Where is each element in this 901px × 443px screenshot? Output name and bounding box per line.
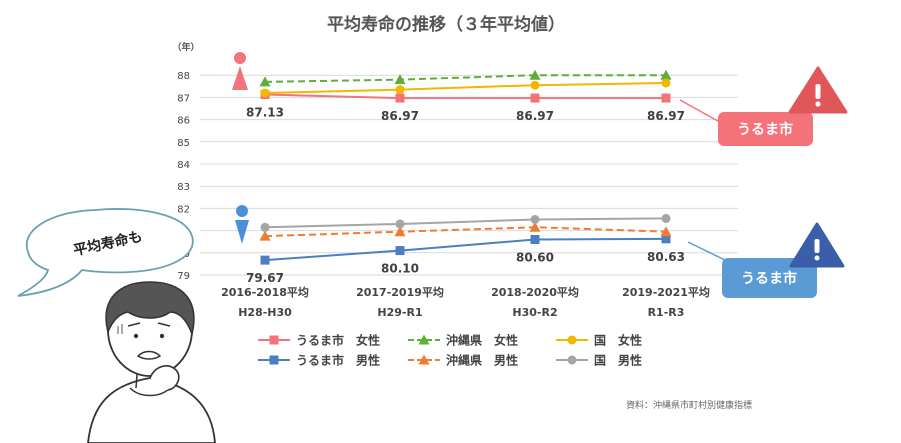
data-point: [395, 219, 405, 229]
legend-item: 国 女性: [556, 333, 642, 348]
legend-marker: [567, 335, 577, 345]
legend-marker: [269, 355, 279, 365]
series-5: [260, 213, 671, 232]
data-label: 86.97: [647, 109, 685, 123]
x-tick-label: H28-H30: [238, 306, 292, 319]
data-point: [260, 222, 270, 232]
legend-label: うるま市 女性: [296, 333, 380, 348]
series-line: [264, 81, 667, 94]
legend-item: うるま市 女性: [258, 333, 380, 348]
data-point: [260, 88, 270, 98]
series-3: [260, 234, 671, 265]
x-tick-label: R1-R3: [648, 306, 685, 319]
series-4: [259, 221, 672, 241]
series-line: [264, 74, 666, 83]
data-point: [660, 69, 672, 80]
data-point: [661, 234, 671, 244]
x-axis-ticks: 2016-2018平均 H28-H30 2017-2019平均 H29-R1 2018-…: [221, 285, 710, 319]
x-tick-label: 2017-2019平均: [356, 285, 444, 299]
data-point: [660, 226, 672, 237]
data-point: [530, 80, 540, 90]
data-point: [394, 226, 406, 237]
data-point: [661, 213, 671, 223]
data-point: [395, 85, 405, 95]
y-tick-label: 85: [177, 138, 190, 149]
data-label: 80.63: [647, 250, 685, 264]
data-point: [395, 93, 405, 103]
female-callout: うるま市: [679, 99, 813, 146]
x-tick-label: H30-R2: [512, 306, 557, 319]
series-line: [264, 226, 667, 238]
x-tick-label: 2018-2020平均: [491, 285, 579, 299]
data-label: 87.13: [246, 106, 284, 120]
series-line: [264, 217, 667, 229]
series-2: [260, 78, 671, 98]
legend-label: 国 男性: [594, 353, 642, 368]
y-tick-label: 86: [177, 116, 190, 127]
legend-item: うるま市 男性: [258, 353, 380, 368]
y-tick-label: 88: [177, 71, 190, 82]
data-point: [394, 74, 406, 85]
legend-item: 沖縄県 男性: [408, 353, 518, 368]
y-tick-label: 82: [177, 204, 190, 215]
data-point: [529, 221, 541, 232]
legend-item: 沖縄県 女性: [408, 333, 518, 348]
legend-marker: [567, 355, 577, 365]
source-note: 資料：沖縄県市町村別健康指標: [626, 399, 752, 411]
y-tick-label: 84: [177, 160, 190, 171]
legend-marker: [418, 354, 430, 365]
data-point: [529, 69, 541, 80]
x-tick-label: H29-R1: [377, 306, 422, 319]
data-point: [259, 230, 271, 241]
data-point: [530, 234, 540, 244]
series-line: [264, 237, 667, 262]
data-point: [530, 215, 540, 224]
series-lines: [259, 69, 672, 265]
data-point: [661, 93, 671, 103]
series-1: [259, 69, 672, 87]
female-symbol-icon: [232, 52, 248, 90]
series-line: [264, 93, 666, 100]
male-symbol-icon: [235, 205, 249, 244]
y-tick-label: 79: [177, 271, 190, 282]
x-tick-label: 2019-2021平均: [622, 285, 710, 299]
data-point: [661, 78, 671, 88]
data-label: 80.10: [381, 262, 419, 276]
male-callout-text: うるま市: [741, 270, 797, 287]
legend-marker: [269, 335, 279, 345]
legend-item: 国 男性: [556, 353, 642, 368]
data-label: 79.67: [246, 271, 284, 285]
data-point: [395, 246, 405, 256]
data-labels: 87.13 86.97 86.97 86.97 79.67 80.10 80.60 80.63: [246, 106, 685, 286]
y-tick-label: 87: [177, 93, 190, 104]
female-callout-text: うるま市: [737, 121, 793, 138]
legend-label: 国 女性: [594, 333, 642, 348]
warning-icon: [789, 222, 845, 268]
worried-person-icon: [87, 281, 216, 443]
speech-bubble: 平均寿命も: [17, 208, 194, 297]
data-point: [259, 76, 271, 87]
data-point: [260, 255, 270, 265]
data-label: 86.97: [516, 109, 554, 123]
data-point: [530, 93, 540, 103]
legend-label: うるま市 男性: [296, 353, 380, 368]
chart-title: 平均寿命の推移（３年平均値）: [327, 14, 565, 35]
warning-icon: [788, 66, 848, 114]
data-label: 86.97: [381, 109, 419, 123]
legend-label: 沖縄県 女性: [446, 333, 518, 348]
data-label: 80.60: [516, 250, 554, 264]
y-tick-label: 83: [177, 182, 190, 193]
x-tick-label: 2016-2018平均: [221, 285, 309, 299]
legend-label: 沖縄県 男性: [446, 353, 518, 368]
male-callout: うるま市: [687, 241, 817, 298]
legend-marker: [418, 334, 430, 345]
y-axis-unit-label: （年）: [172, 41, 199, 53]
